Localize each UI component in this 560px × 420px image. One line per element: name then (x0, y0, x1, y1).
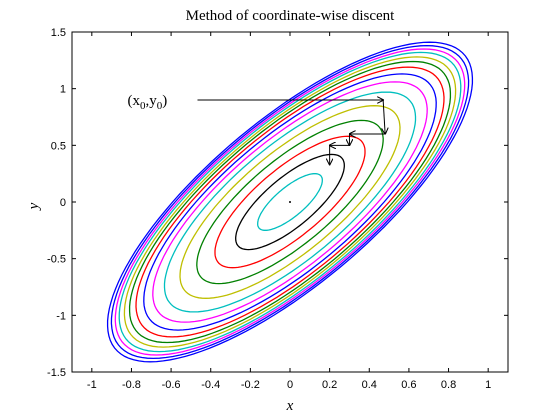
contour-line (152, 81, 428, 323)
contour-line (106, 41, 474, 363)
y-tick-label: -1 (56, 310, 66, 322)
x-tick-label: 0.8 (441, 379, 456, 391)
descent-path (197, 100, 385, 165)
chart-title: Method of coordinate-wise discent (186, 8, 396, 24)
minimum-point (289, 201, 291, 203)
x-tick-label: 0 (287, 379, 293, 391)
contour-line (179, 105, 401, 299)
contour-line (163, 91, 417, 313)
contour-line (114, 48, 466, 356)
y-tick-label: 1 (60, 84, 66, 96)
contour-line (257, 173, 323, 231)
descent-step (383, 99, 385, 134)
x-tick-label: -0.6 (162, 379, 181, 391)
contour-lines (106, 41, 474, 363)
contour-line (135, 66, 445, 338)
y-tick-label: 0.5 (51, 140, 66, 152)
contour-line (110, 44, 470, 360)
contour-line (214, 135, 366, 269)
x-tick-label: -0.2 (241, 379, 260, 391)
x-axis-label: x (286, 398, 294, 414)
contour-line (118, 51, 462, 353)
y-tick-label: -1.5 (47, 367, 66, 379)
x-tick-label: 1 (485, 379, 491, 391)
x-tick-label: -0.4 (201, 379, 220, 391)
contour-line (123, 56, 457, 348)
y-tick-label: -0.5 (47, 254, 66, 266)
start-point-label: (x0,y0) (127, 93, 167, 112)
x-tick-label: 0.2 (322, 379, 337, 391)
x-tick-label: -0.8 (122, 379, 141, 391)
y-tick-label: 0 (60, 197, 66, 209)
x-tick-label: 0.6 (401, 379, 416, 391)
contour-line (235, 153, 345, 251)
y-axis-label: y (26, 202, 42, 211)
axis-ticks: -1 -0.8 -0.6 -0.4 -0.2 0 0.2 0.4 0.6 0.8 1 1.5 1 0.5 0… (47, 27, 508, 391)
contour-line (143, 73, 437, 331)
x-tick-label: 0.4 (362, 379, 377, 391)
x-tick-label: -1 (87, 379, 97, 391)
y-tick-label: 1.5 (51, 27, 66, 39)
contour-line (128, 60, 452, 344)
